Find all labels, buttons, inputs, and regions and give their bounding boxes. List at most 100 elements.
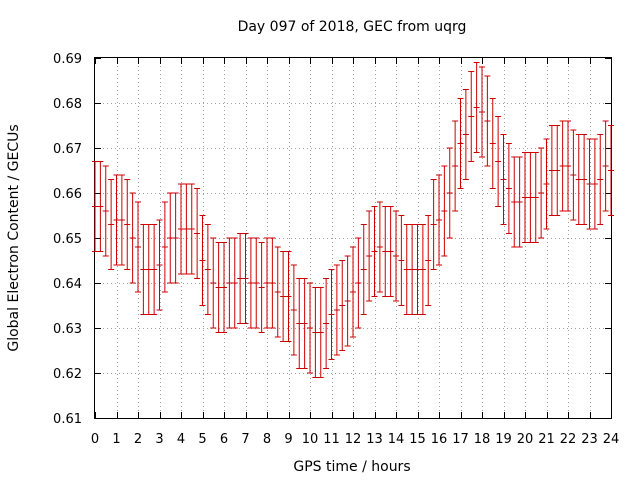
data-point: [280, 251, 287, 342]
y-tick-label: 0.61: [53, 412, 82, 427]
x-tick-label: 21: [538, 432, 555, 447]
data-point: [247, 237, 254, 329]
data-point: [479, 66, 485, 158]
data-point: [441, 165, 448, 257]
x-tick-label: 2: [134, 432, 142, 447]
x-tick-label: 14: [388, 432, 405, 447]
data-point: [118, 174, 125, 266]
data-point: [398, 215, 405, 306]
data-point: [274, 246, 281, 338]
x-tick-labels: 0 1 2 3 4 5 6 7 8 9 10 11 12 13 14 15 16 17 18 19 20 21 22 23 24: [91, 432, 619, 447]
x-axis-label: GPS time / hours: [293, 459, 410, 475]
y-tick-label: 0.66: [53, 187, 82, 202]
data-point: [409, 224, 416, 315]
data-point: [495, 116, 502, 207]
error-bars: [92, 62, 614, 378]
data-point: [473, 62, 480, 153]
x-tick-label: 13: [366, 432, 383, 447]
data-point: [565, 120, 571, 212]
data-point: [344, 255, 351, 347]
data-point: [511, 156, 518, 248]
data-point: [253, 237, 260, 329]
data-point: [92, 161, 98, 252]
x-tick-label: 1: [112, 432, 120, 447]
data-point: [102, 165, 109, 257]
data-point: [231, 237, 238, 329]
x-tick-label: 23: [581, 432, 598, 447]
data-point: [167, 192, 174, 284]
y-tick-label: 0.69: [53, 52, 82, 67]
data-point: [457, 98, 464, 189]
data-point: [468, 71, 475, 162]
data-point: [575, 134, 582, 225]
y-axis-label: Global Electron Content / GECUs: [6, 124, 22, 351]
x-tick-label: 12: [345, 432, 362, 447]
data-point: [436, 174, 442, 266]
y-tick-label: 0.62: [53, 367, 82, 382]
y-tick-labels: 0.61 0.62 0.63 0.64 0.65 0.66 0.67 0.68 0.69: [53, 52, 82, 427]
data-point: [602, 120, 609, 212]
data-point: [108, 179, 115, 270]
data-point: [145, 224, 152, 315]
data-point: [419, 224, 426, 315]
data-point: [425, 215, 432, 306]
data-point: [489, 98, 496, 189]
data-point: [505, 143, 512, 234]
x-tick-label: 3: [155, 432, 163, 447]
data-point: [129, 192, 136, 284]
data-point: [183, 183, 190, 275]
data-point: [382, 206, 389, 297]
data-point: [403, 224, 410, 315]
x-tick-label: 15: [409, 432, 426, 447]
data-point: [554, 125, 561, 216]
data-point: [113, 174, 120, 266]
data-point: [350, 246, 356, 338]
x-tick-label: 5: [198, 432, 206, 447]
data-point: [204, 224, 211, 315]
x-tick-label: 18: [474, 432, 491, 447]
data-point: [532, 152, 539, 243]
data-point: [226, 237, 233, 329]
data-point: [355, 237, 362, 329]
x-tick-label: 0: [91, 432, 99, 447]
data-point: [360, 224, 367, 315]
y-tick-label: 0.63: [53, 322, 82, 337]
data-point: [237, 233, 244, 324]
data-point: [339, 260, 346, 351]
data-point: [199, 215, 206, 306]
data-point: [194, 188, 201, 279]
data-point: [393, 210, 399, 302]
data-point: [328, 269, 335, 360]
axis-ticks: [95, 58, 612, 419]
data-point: [151, 224, 158, 315]
data-point: [527, 152, 534, 243]
data-point: [570, 129, 577, 221]
data-point: [242, 233, 249, 324]
data-point: [333, 264, 340, 356]
data-point: [301, 278, 308, 369]
data-point: [140, 224, 147, 315]
data-point: [522, 152, 528, 243]
data-point: [500, 134, 507, 225]
data-point: [307, 282, 313, 374]
data-point: [608, 125, 614, 216]
data-point: [559, 120, 566, 212]
data-point: [215, 242, 222, 333]
data-point: [462, 89, 469, 180]
y-tick-label: 0.68: [53, 97, 82, 112]
x-tick-label: 24: [603, 432, 620, 447]
data-point: [156, 219, 163, 311]
data-point: [586, 138, 593, 230]
data-point: [264, 237, 270, 329]
data-point: [543, 138, 550, 230]
data-point: [414, 224, 421, 315]
data-point: [366, 210, 373, 302]
chart-title: Day 097 of 2018, GEC from uqrg: [238, 19, 467, 35]
data-point: [135, 201, 141, 293]
data-point: [290, 264, 297, 356]
x-tick-label: 19: [495, 432, 512, 447]
data-point: [97, 161, 104, 252]
data-point: [548, 125, 555, 216]
data-point: [312, 287, 319, 378]
